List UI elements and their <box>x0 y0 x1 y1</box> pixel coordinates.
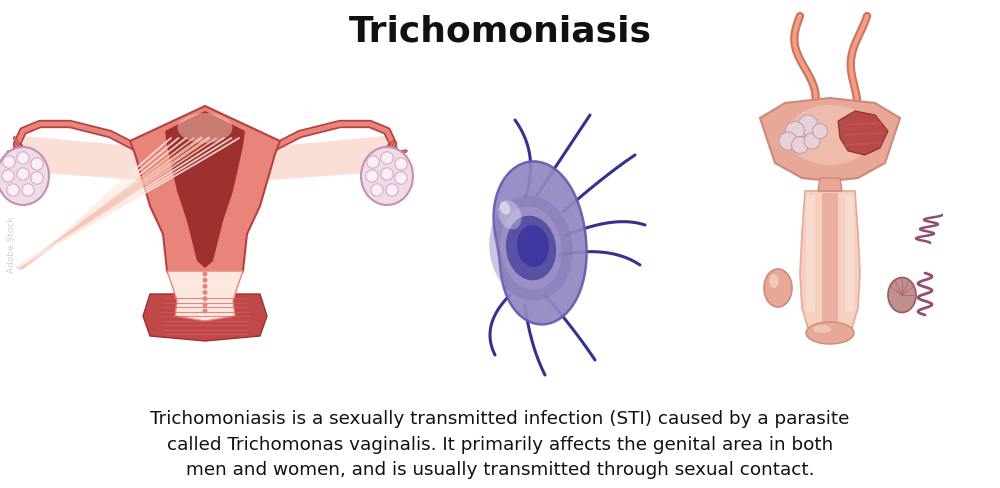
Circle shape <box>17 152 29 165</box>
Ellipse shape <box>498 201 522 230</box>
Circle shape <box>3 157 15 169</box>
Circle shape <box>202 297 207 302</box>
Text: Trichomoniasis: Trichomoniasis <box>349 14 652 48</box>
Polygon shape <box>257 137 395 182</box>
Polygon shape <box>130 107 280 294</box>
Polygon shape <box>806 196 815 313</box>
Polygon shape <box>845 196 854 313</box>
Circle shape <box>202 290 207 295</box>
Ellipse shape <box>361 148 413 205</box>
Polygon shape <box>760 99 900 182</box>
Circle shape <box>7 184 19 197</box>
Polygon shape <box>818 179 842 192</box>
Circle shape <box>386 184 398 197</box>
Circle shape <box>395 172 407 185</box>
Circle shape <box>2 170 14 183</box>
Circle shape <box>804 134 820 150</box>
Text: Trichomoniasis is a sexually transmitted infection (STI) caused by a parasite
ca: Trichomoniasis is a sexually transmitted… <box>150 409 850 478</box>
Circle shape <box>367 157 379 169</box>
Polygon shape <box>838 112 888 156</box>
Text: Adobe Stock: Adobe Stock <box>7 216 16 272</box>
Circle shape <box>381 152 393 165</box>
Circle shape <box>202 309 207 314</box>
Circle shape <box>202 278 207 283</box>
Polygon shape <box>800 192 860 333</box>
Polygon shape <box>15 137 153 182</box>
Ellipse shape <box>788 106 873 165</box>
Circle shape <box>202 272 207 277</box>
Polygon shape <box>822 194 838 328</box>
Ellipse shape <box>517 225 549 267</box>
Ellipse shape <box>769 274 779 288</box>
Ellipse shape <box>506 216 556 281</box>
Circle shape <box>381 168 393 181</box>
Circle shape <box>786 122 805 141</box>
Circle shape <box>798 116 818 136</box>
Circle shape <box>395 159 407 171</box>
Circle shape <box>31 159 43 171</box>
Ellipse shape <box>500 202 510 215</box>
Ellipse shape <box>177 114 232 143</box>
Circle shape <box>813 124 828 139</box>
Ellipse shape <box>806 323 854 345</box>
Circle shape <box>371 184 383 197</box>
Circle shape <box>22 184 34 197</box>
Circle shape <box>202 284 207 289</box>
Circle shape <box>202 303 207 308</box>
Polygon shape <box>165 112 245 268</box>
Ellipse shape <box>888 278 916 313</box>
Circle shape <box>366 170 378 183</box>
Circle shape <box>31 172 43 185</box>
Polygon shape <box>494 162 587 325</box>
Ellipse shape <box>764 269 792 307</box>
Polygon shape <box>167 271 243 321</box>
Polygon shape <box>143 294 267 341</box>
Ellipse shape <box>0 148 49 205</box>
Circle shape <box>17 168 29 181</box>
Circle shape <box>792 137 808 154</box>
Circle shape <box>779 133 797 151</box>
Ellipse shape <box>813 325 831 333</box>
